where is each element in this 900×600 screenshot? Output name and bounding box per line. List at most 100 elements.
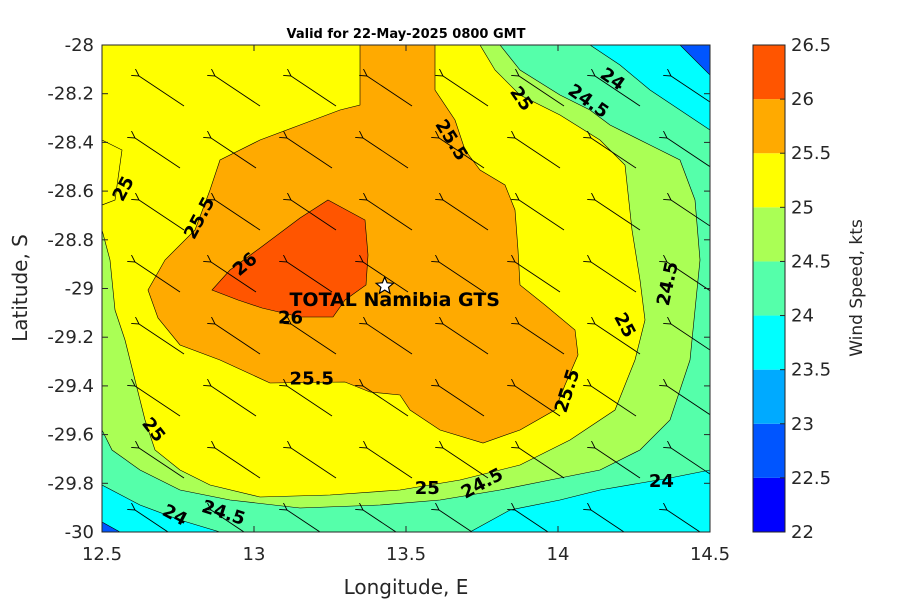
chart-title: Valid for 22-May-2025 0800 GMT xyxy=(287,27,526,42)
wind-arrow xyxy=(443,448,489,479)
wind-arrow xyxy=(287,510,321,532)
wind-arrow xyxy=(519,200,565,231)
wind-arrow xyxy=(595,448,641,479)
colorbar-tick-label: 23.5 xyxy=(791,360,831,381)
y-tick-label: -29.4 xyxy=(47,376,94,397)
wind-arrow xyxy=(667,510,701,532)
y-tick-label: -28 xyxy=(65,35,94,56)
wind-arrow xyxy=(139,324,185,355)
x-tick-label: 14.5 xyxy=(690,544,730,565)
wind-arrow xyxy=(363,262,409,293)
contour-label: 24 xyxy=(649,471,674,492)
wind-arrow xyxy=(443,76,489,107)
wind-arrow xyxy=(591,138,637,169)
y-tick-label: -30 xyxy=(65,522,94,543)
wind-arrow xyxy=(595,76,641,107)
y-tick-label: -29.8 xyxy=(47,473,94,494)
y-tick-label: -29.6 xyxy=(47,425,94,446)
site-star-icon xyxy=(374,275,395,295)
wind-arrow xyxy=(139,448,185,479)
wind-arrow xyxy=(363,510,397,532)
wind-arrow xyxy=(135,262,181,293)
y-tick-label: -29 xyxy=(65,279,94,300)
wind-arrow-field xyxy=(135,76,710,532)
wind-arrow xyxy=(519,76,565,107)
x-axis-title: Longitude, E xyxy=(344,575,469,599)
colorbar-swatch xyxy=(753,369,785,424)
wind-arrow xyxy=(671,448,710,475)
wind-arrow xyxy=(591,510,625,532)
colorbar-swatch xyxy=(753,45,785,100)
wind-arrow xyxy=(439,262,485,293)
wind-arrow xyxy=(215,324,261,355)
colorbar-tick-label: 25 xyxy=(791,197,814,218)
wind-arrow xyxy=(363,386,409,417)
wind-arrow xyxy=(367,324,413,355)
colorbar-tick-label: 22.5 xyxy=(791,468,831,489)
wind-arrow xyxy=(439,138,485,169)
colorbar-swatch xyxy=(753,207,785,262)
y-tick-label: -28.4 xyxy=(47,132,94,153)
wind-arrow xyxy=(515,138,561,169)
contour-label: 26 xyxy=(278,308,303,329)
contour-label: 25 xyxy=(415,478,440,499)
wind-arrow xyxy=(291,448,337,479)
wind-arrow xyxy=(291,324,337,355)
wind-arrow xyxy=(139,76,185,107)
wind-arrow xyxy=(671,324,710,351)
contour-label: 25.5 xyxy=(290,369,334,390)
y-axis: -28 -28.2 -28.4 -28.6 -28.8 -29 -29.2 -29.4 -29.… xyxy=(47,35,710,543)
wind-arrow xyxy=(595,200,641,231)
wind-arrow xyxy=(515,262,561,293)
y-tick-label: -28.8 xyxy=(47,230,94,251)
wind-arrow xyxy=(211,386,257,417)
wind-arrow xyxy=(439,510,473,532)
colorbar-swatch xyxy=(753,477,785,532)
wind-arrow xyxy=(211,138,257,169)
y-axis-title: Latitude, S xyxy=(8,234,32,342)
wind-arrow xyxy=(215,76,261,107)
x-tick-label: 14 xyxy=(547,544,570,565)
colorbar-swatch xyxy=(753,423,785,478)
colorbar-tick-label: 23 xyxy=(791,414,814,435)
colorbar-tick-label: 24 xyxy=(791,306,814,327)
x-axis: 12.5 13 13.5 14 14.5 xyxy=(82,45,730,565)
wind-arrow xyxy=(363,138,409,169)
wind-arrow xyxy=(367,76,413,107)
colorbar-frame xyxy=(752,44,786,533)
site-marker-group: TOTAL Namibia GTS xyxy=(289,275,500,311)
wind-arrow xyxy=(215,200,261,231)
wind-arrow xyxy=(443,200,489,231)
y-tick-label: -28.6 xyxy=(47,181,94,202)
wind-arrow xyxy=(135,386,181,417)
wind-arrow xyxy=(591,262,637,293)
wind-arrow xyxy=(515,386,561,417)
wind-arrow xyxy=(667,138,710,168)
wind-arrow xyxy=(595,324,641,355)
wind-arrow xyxy=(519,448,565,479)
wind-arrow xyxy=(367,200,413,231)
wind-arrow xyxy=(367,448,413,479)
y-tick-label: -29.2 xyxy=(47,327,94,348)
site-label: TOTAL Namibia GTS xyxy=(289,289,500,311)
wind-arrow xyxy=(211,510,245,532)
colorbar-title: Wind Speed, kts xyxy=(847,219,867,357)
x-tick-label: 12.5 xyxy=(82,544,122,565)
colorbar-swatch xyxy=(753,153,785,208)
wind-arrow xyxy=(287,386,333,417)
colorbar: 22 22.5 23 23.5 24 24.5 25 25.5 26 26.5 xyxy=(752,35,831,543)
colorbar-swatch xyxy=(753,99,785,154)
wind-arrow xyxy=(671,76,710,103)
colorbar-tick-label: 25.5 xyxy=(791,143,831,164)
wind-arrow xyxy=(135,510,169,532)
wind-arrow xyxy=(439,386,485,417)
colorbar-tick-label: 26 xyxy=(791,89,814,110)
wind-arrow xyxy=(515,510,549,532)
wind-arrow xyxy=(135,138,181,169)
x-tick-label: 13 xyxy=(243,544,266,565)
wind-arrow xyxy=(139,200,185,231)
colorbar-tick-label: 22 xyxy=(791,522,814,543)
wind-arrow xyxy=(287,138,333,169)
wind-arrow xyxy=(291,76,337,107)
